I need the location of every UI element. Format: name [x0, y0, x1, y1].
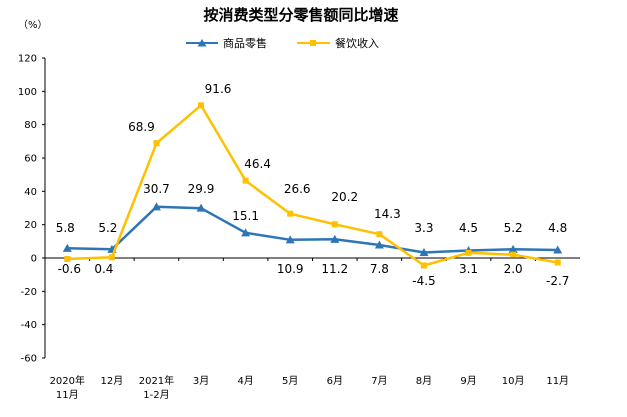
data-label-retail: 10.9 [277, 262, 304, 276]
y-unit-label: （%） [18, 19, 48, 31]
x-tick-label-line: 2020年 [50, 374, 85, 387]
x-tick-label: 11月 [546, 375, 569, 387]
data-label-catering: 46.4 [244, 157, 271, 171]
data-label-retail: 3.3 [414, 221, 433, 235]
data-label-retail: 4.5 [459, 221, 478, 235]
x-tick-label: 4月 [237, 375, 253, 387]
y-tick-label: 0 [31, 254, 37, 265]
point-marker-retail [553, 245, 563, 254]
point-marker-catering [510, 251, 517, 258]
legend-label-catering: 餐饮收入 [335, 36, 379, 50]
series-line-catering [67, 104, 558, 267]
x-tick-label: 9月 [460, 375, 476, 387]
legend-marker-retail [197, 39, 207, 47]
legend: 商品零售 餐饮收入 [186, 36, 379, 50]
data-label-retail: 7.8 [370, 262, 389, 276]
x-tick-label: 12月 [101, 375, 124, 387]
x-tick-label: 5月 [282, 375, 298, 387]
series-lines [62, 102, 563, 269]
x-tick-label-line: 11月 [546, 375, 569, 387]
x-tick-label-line: 3月 [193, 375, 209, 387]
data-label-retail: 30.7 [143, 182, 170, 196]
x-tick-label-line: 11月 [56, 389, 79, 401]
data-label-retail: 15.1 [232, 209, 259, 223]
series-line-retail [67, 205, 558, 254]
data-label-retail: 4.8 [548, 221, 567, 235]
legend-marker-catering [310, 40, 316, 46]
point-marker-catering [287, 210, 294, 217]
x-tick-label-line: 12月 [101, 375, 124, 387]
x-tick-label-line: 4月 [237, 375, 253, 387]
x-ticks: 2020年 11月 12月 2021年 1-2月 3月 4月 5月 6月 7月 8月 9月 10月 11月 [44, 258, 569, 401]
data-label-catering: 14.3 [374, 207, 401, 221]
x-tick-label: 10月 [502, 375, 525, 387]
x-tick-label: 8月 [416, 375, 432, 387]
x-tick-label: 2020年 11月 [50, 374, 85, 401]
y-tick-label: 120 [18, 54, 37, 65]
x-tick-label-line: 1-2月 [143, 389, 169, 401]
data-label-retail: 11.2 [321, 262, 348, 276]
point-marker-catering [420, 262, 427, 269]
y-tick-label: 100 [18, 87, 37, 98]
data-label-catering: 2.0 [504, 262, 523, 276]
data-label-catering: -4.5 [412, 274, 435, 288]
point-marker-catering [554, 259, 561, 266]
point-marker-retail [508, 244, 518, 253]
y-tick-label: 80 [24, 120, 37, 131]
x-tick-label: 6月 [327, 375, 343, 387]
y-tick-label: -60 [21, 354, 37, 365]
x-tick-label: 2021年 1-2月 [139, 374, 174, 401]
point-marker-catering [198, 102, 205, 109]
y-tick-label: 20 [24, 220, 37, 231]
data-label-catering: 68.9 [128, 120, 155, 134]
data-label-catering: 26.6 [284, 182, 311, 196]
data-label-catering: 20.2 [331, 190, 358, 204]
point-marker-catering [64, 256, 71, 262]
x-tick-label-line: 6月 [327, 375, 343, 387]
y-tick-label: 60 [24, 154, 37, 165]
y-ticks: 120 100 80 60 40 20 0 -20 -40 -60 [18, 54, 45, 365]
x-tick-label-line: 5月 [282, 375, 298, 387]
x-tick-label-line: 9月 [460, 375, 476, 387]
point-marker-catering [242, 177, 249, 184]
point-marker-catering [153, 140, 160, 147]
point-marker-retail [151, 202, 161, 211]
x-tick-label-line: 8月 [416, 375, 432, 387]
point-marker-retail [419, 248, 429, 256]
point-marker-retail [241, 228, 251, 237]
x-tick-label-line: 2021年 [139, 374, 174, 387]
point-marker-catering [465, 249, 472, 256]
data-label-catering: -0.6 [58, 262, 81, 276]
point-marker-retail [330, 234, 340, 243]
y-tick-label: -40 [21, 320, 37, 331]
data-labels: 5.8 5.2 30.7 29.9 15.1 10.9 11.2 7.8 3.3 4.5 5.2 4.… [56, 82, 570, 288]
data-label-catering: 3.1 [459, 262, 478, 276]
data-label-catering: 91.6 [205, 82, 232, 96]
y-tick-label: -20 [21, 287, 37, 298]
x-tick-label-line: 10月 [502, 375, 525, 387]
point-marker-retail [62, 243, 72, 252]
point-marker-retail [374, 240, 384, 249]
x-tick-label: 3月 [193, 375, 209, 387]
x-tick-label-line: 7月 [371, 375, 387, 387]
data-label-retail: 5.8 [56, 221, 75, 235]
chart-title: 按消费类型分零售额同比增速 [203, 6, 398, 24]
point-marker-catering [331, 221, 338, 228]
x-tick-label: 7月 [371, 375, 387, 387]
point-marker-retail [196, 203, 206, 212]
legend-label-retail: 商品零售 [223, 36, 267, 50]
data-label-catering: -2.7 [546, 274, 569, 288]
point-marker-retail [285, 235, 295, 244]
point-marker-catering [108, 254, 115, 261]
data-label-retail: 5.2 [504, 221, 523, 235]
y-tick-label: 40 [24, 187, 37, 198]
point-marker-catering [376, 231, 383, 238]
data-label-retail: 5.2 [98, 221, 117, 235]
data-label-retail: 29.9 [188, 182, 215, 196]
data-label-catering: 0.4 [94, 262, 113, 276]
